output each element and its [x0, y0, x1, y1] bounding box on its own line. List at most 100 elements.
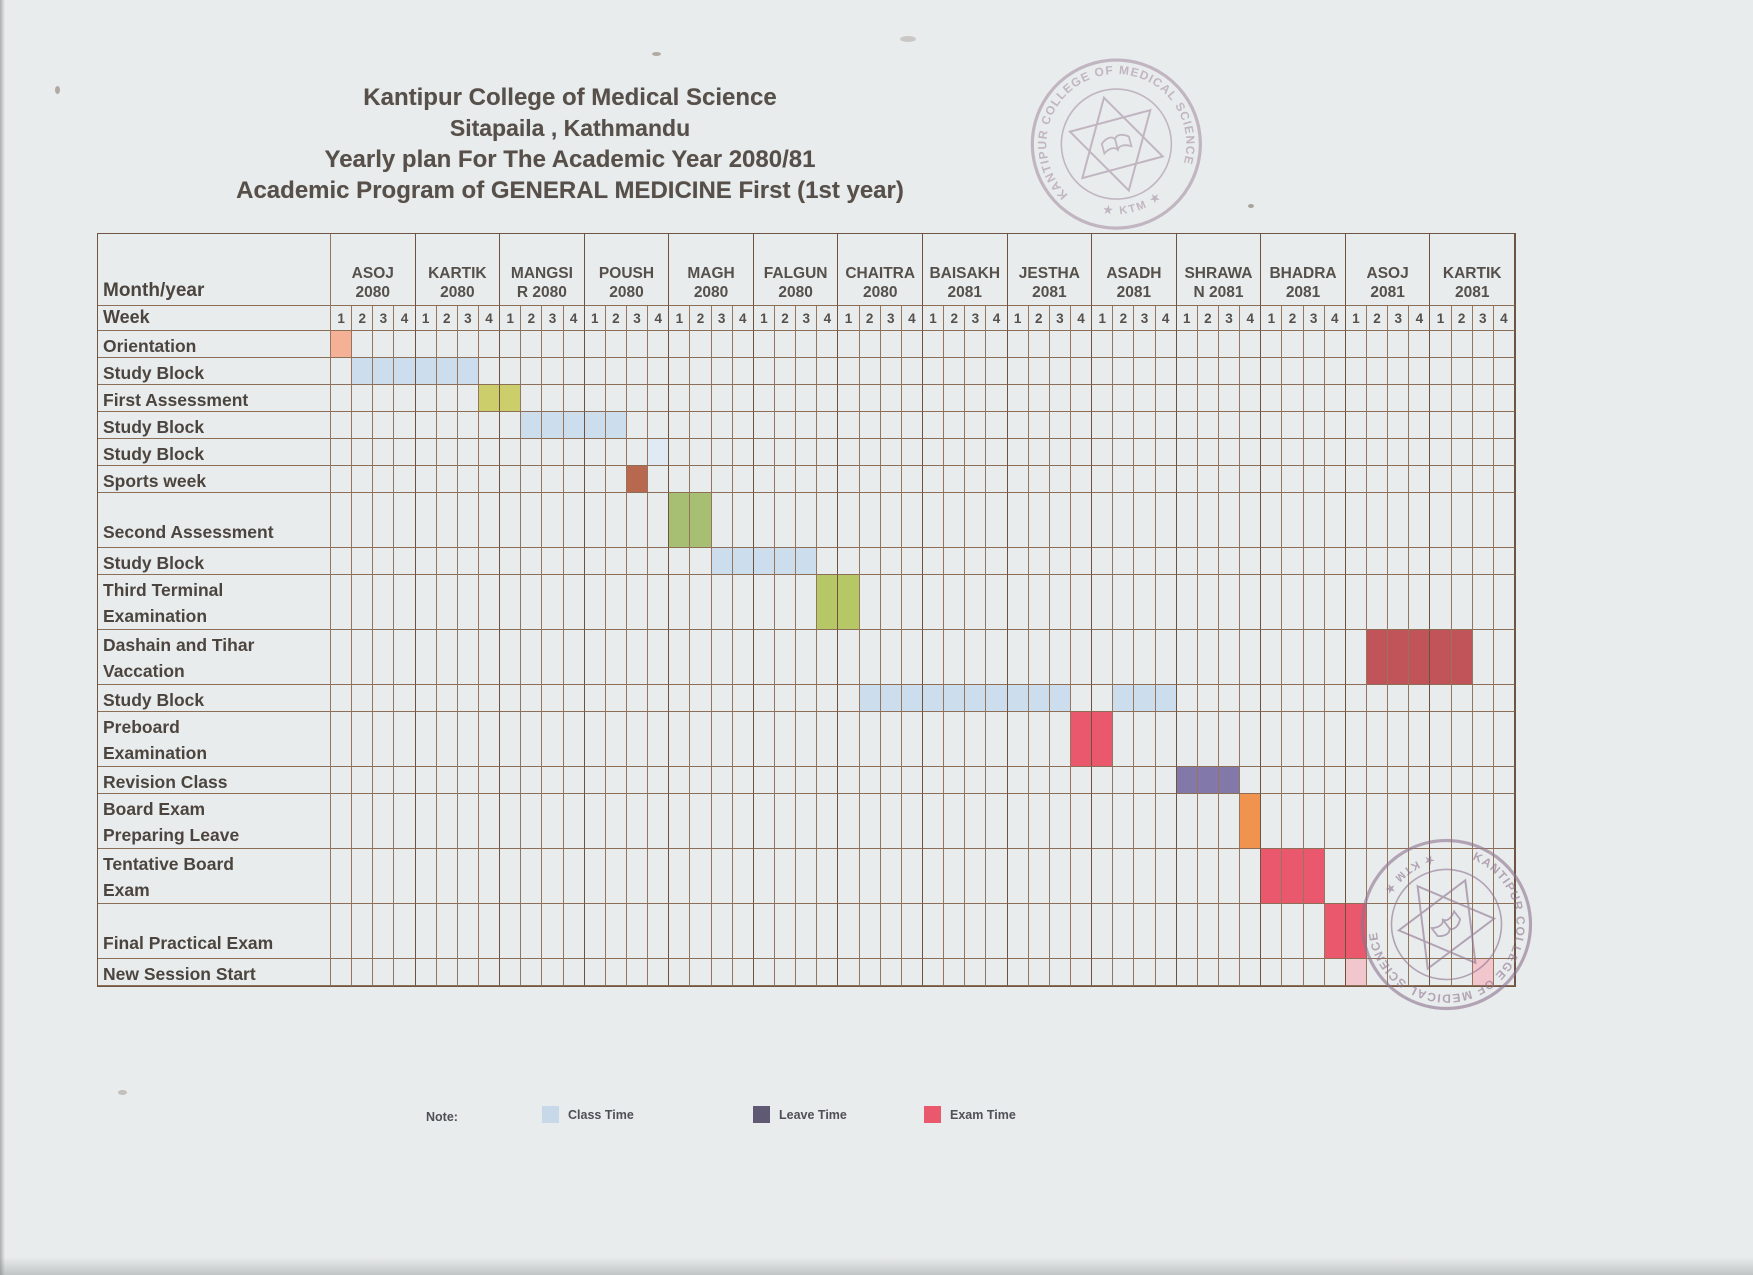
schedule-cell: [584, 685, 606, 712]
schedule-cell: [542, 575, 564, 630]
schedule-cell: [394, 767, 416, 794]
schedule-cell: [690, 439, 712, 466]
schedule-cell: [626, 794, 649, 849]
schedule-cell: [542, 685, 564, 712]
schedule-cell: [1218, 412, 1241, 439]
schedule-cell: [859, 412, 881, 439]
schedule-cell: [859, 466, 881, 493]
schedule-cell: [880, 575, 902, 630]
schedule-cell: [690, 385, 712, 412]
schedule-cell: [373, 849, 395, 904]
schedule-cell: [1303, 331, 1325, 358]
schedule-cell: [796, 712, 818, 767]
schedule-cell: [1282, 358, 1304, 385]
schedule-cell: [986, 548, 1008, 575]
schedule-cell: [901, 767, 923, 794]
schedule-cell: [732, 959, 754, 986]
schedule-cell: [563, 358, 585, 385]
schedule-cell: [965, 630, 987, 685]
week-number-cell: 4: [1240, 306, 1262, 331]
schedule-cell-filled: [669, 493, 691, 548]
schedule-cell: [1155, 767, 1177, 794]
schedule-cell: [774, 493, 797, 548]
schedule-cell: [1451, 712, 1473, 767]
schedule-cell: [331, 466, 353, 493]
schedule-cell: [1324, 466, 1346, 493]
schedule-cell: [1176, 358, 1198, 385]
schedule-cell: [584, 466, 606, 493]
schedule-cell: [1409, 358, 1431, 385]
schedule-cell: [352, 493, 374, 548]
schedule-cell: [563, 493, 585, 548]
schedule-cell: [986, 575, 1008, 630]
schedule-cell: [838, 685, 860, 712]
schedule-cell: [753, 493, 775, 548]
schedule-cell: [922, 466, 945, 493]
schedule-cell: [1430, 575, 1452, 630]
schedule-cell: [352, 959, 374, 986]
schedule-cell: [373, 412, 395, 439]
schedule-cell: [965, 575, 987, 630]
schedule-cell: [1261, 466, 1283, 493]
schedule-cell: [732, 794, 754, 849]
schedule-cell-filled: [922, 685, 945, 712]
row-label: Preboard Examination: [98, 712, 331, 767]
schedule-cell: [1282, 493, 1304, 548]
schedule-cell: [1049, 794, 1071, 849]
schedule-cell: [669, 849, 691, 904]
schedule-cell: [711, 794, 733, 849]
schedule-cell: [436, 412, 458, 439]
schedule-cell: [478, 466, 501, 493]
schedule-cell: [1240, 493, 1262, 548]
schedule-cell: [1493, 794, 1515, 849]
schedule-cell: [1345, 712, 1367, 767]
schedule-cell-filled: [1324, 904, 1346, 959]
schedule-cell: [859, 630, 881, 685]
schedule-cell: [394, 794, 416, 849]
schedule-cell-filled: [415, 358, 437, 385]
schedule-cell: [415, 385, 437, 412]
schedule-cell-filled: [563, 412, 585, 439]
schedule-cell: [732, 904, 754, 959]
schedule-cell: [1134, 548, 1156, 575]
schedule-cell: [1240, 849, 1262, 904]
schedule-cell: [1366, 439, 1389, 466]
schedule-cell: [1197, 385, 1219, 412]
schedule-cell: [1303, 630, 1325, 685]
schedule-cell-filled: [1282, 849, 1304, 904]
schedule-cell: [880, 767, 902, 794]
schedule-cell: [817, 767, 839, 794]
schedule-cell: [732, 767, 754, 794]
schedule-cell: [774, 412, 797, 439]
schedule-cell: [1176, 904, 1198, 959]
schedule-cell: [1303, 794, 1325, 849]
schedule-cell-filled: [542, 412, 564, 439]
schedule-cell: [669, 548, 691, 575]
schedule-cell: [796, 904, 818, 959]
schedule-cell: [1451, 493, 1473, 548]
schedule-cell: [394, 412, 416, 439]
schedule-cell: [774, 959, 797, 986]
schedule-cell: [1324, 685, 1346, 712]
schedule-cell: [1366, 493, 1389, 548]
schedule-cell: [415, 794, 437, 849]
schedule-cell: [373, 493, 395, 548]
schedule-cell: [922, 712, 945, 767]
schedule-cell: [922, 904, 945, 959]
schedule-cell: [331, 959, 353, 986]
schedule-cell: [584, 548, 606, 575]
schedule-cell: [415, 849, 437, 904]
schedule-cell: [1366, 466, 1389, 493]
schedule-cell: [901, 575, 923, 630]
schedule-cell: [457, 385, 479, 412]
schedule-cell: [331, 412, 353, 439]
schedule-cell: [1409, 466, 1431, 493]
schedule-cell: [1303, 575, 1325, 630]
schedule-cell: [669, 794, 691, 849]
schedule-cell: [1409, 548, 1431, 575]
schedule-cell: [1092, 575, 1114, 630]
schedule-cell: [605, 466, 627, 493]
schedule-cell: [394, 685, 416, 712]
schedule-cell: [859, 904, 881, 959]
schedule-cell: [500, 904, 522, 959]
